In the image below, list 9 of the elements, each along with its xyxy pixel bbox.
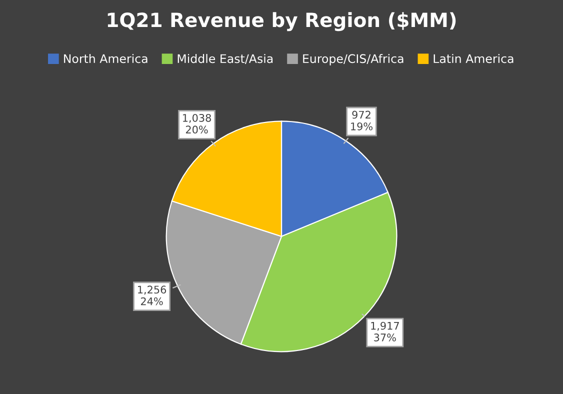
- legend-label: North America: [64, 54, 148, 64]
- data-label: 1,038 20%: [183, 114, 211, 134]
- data-label: 972 19%: [351, 110, 372, 130]
- data-label: 1,917 37%: [371, 322, 399, 342]
- legend-label: Europe/CIS/Africa: [303, 54, 404, 66]
- data-label: 1,256 24%: [138, 286, 166, 306]
- legend-label: Middle East/Asia: [178, 54, 273, 64]
- chart-title: 1Q21 Revenue by Region ($MM): [108, 12, 456, 32]
- legend-label: Latin America: [434, 54, 514, 64]
